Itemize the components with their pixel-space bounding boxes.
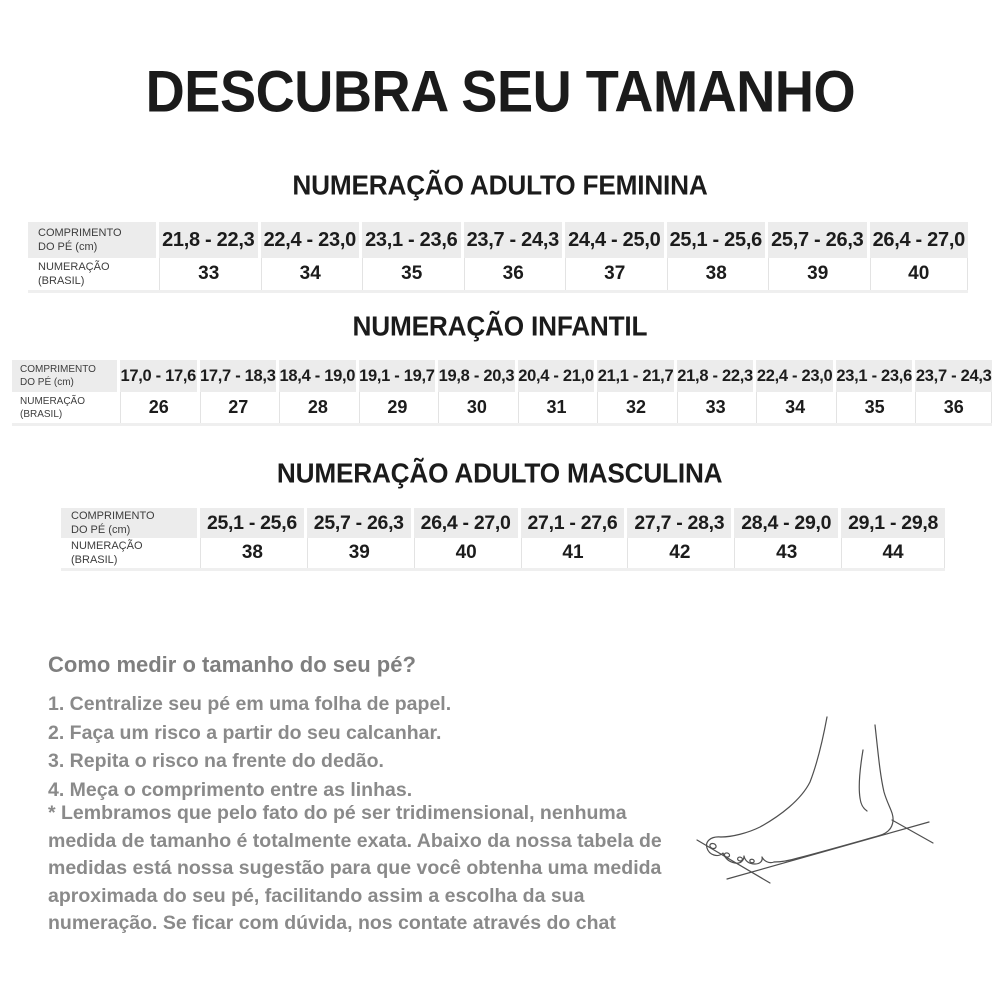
foot-length-range-cell: 17,0 - 17,6 xyxy=(120,360,197,392)
measure-step: 1. Centralize seu pé em uma folha de pap… xyxy=(48,693,452,715)
foot-length-range-cell: 21,8 - 22,3 xyxy=(676,360,754,392)
measure-step: 4. Meça o comprimento entre as linhas. xyxy=(48,778,413,801)
brazil-size-cell: 33 xyxy=(676,392,754,423)
size-label-cell: NUMERAÇÃO (BRASIL) xyxy=(20,395,86,420)
table-title-adulto-masculina: NUMERAÇÃO ADULTO MASCULINA xyxy=(277,458,723,489)
foot-length-range-cell: 25,7 - 26,3 xyxy=(768,222,867,258)
brazil-size-cell: 36 xyxy=(915,392,992,423)
brazil-size-cell: 42 xyxy=(627,538,732,568)
size-table-infantil: COMPRIMENTO DO PÉ (cm) 17,0 - 17,6 17,7 - … xyxy=(12,360,992,426)
section-title-row: NUMERAÇÃO INFANTIL xyxy=(0,311,1000,342)
foot-length-range-cell: 25,1 - 25,6 xyxy=(666,222,765,258)
foot-length-range-cell: 22,4 - 23,0 xyxy=(756,360,833,392)
brazil-size-cell: 41 xyxy=(520,538,625,568)
foot-length-range-cell: 26,4 - 27,0 xyxy=(869,222,968,258)
foot-length-range-cell: 25,1 - 25,6 xyxy=(200,508,304,538)
foot-length-range-cell: 22,4 - 23,0 xyxy=(260,222,359,258)
section-title-row: NUMERAÇÃO ADULTO FEMININA xyxy=(0,170,1000,201)
foot-length-range-cell: 27,1 - 27,6 xyxy=(520,508,625,538)
brazil-size-cell: 37 xyxy=(565,258,664,290)
brazil-size-cell: 35 xyxy=(362,258,461,290)
size-table-adulto-masculina: COMPRIMENTO DO PÉ (cm) 25,1 - 25,6 25,7 - … xyxy=(61,508,945,571)
brazil-size-cell: 33 xyxy=(159,258,258,290)
foot-measure-illustration xyxy=(696,716,934,884)
foot-length-range-cell: 23,7 - 24,3 xyxy=(915,360,992,392)
page-title: DESCUBRA SEU TAMANHO xyxy=(145,59,855,125)
measure-guide-steps: 1. Centralize seu pé em uma folha de pap… xyxy=(48,690,451,804)
foot-length-range-cell: 21,1 - 21,7 xyxy=(597,360,674,392)
brazil-size-cell: 39 xyxy=(768,258,867,290)
foot-length-range-cell: 28,4 - 29,0 xyxy=(734,508,839,538)
brazil-size-cell: 32 xyxy=(597,392,674,423)
foot-length-range-cell: 23,7 - 24,3 xyxy=(463,222,562,258)
size-label-cell: NUMERAÇÃO (BRASIL) xyxy=(71,539,143,566)
foot-length-range-cell: 21,8 - 22,3 xyxy=(159,222,258,258)
brazil-size-cell: 34 xyxy=(756,392,833,423)
measure-step: 2. Faça um risco a partir do seu calcanh… xyxy=(48,721,442,744)
section-title-row: NUMERAÇÃO ADULTO MASCULINA xyxy=(0,458,1000,489)
measure-step: 3. Repita o risco na frente do dedão. xyxy=(48,750,384,772)
measure-guide-heading: Como medir o tamanho do seu pé? xyxy=(48,652,416,677)
brazil-size-cell: 43 xyxy=(734,538,839,568)
foot-length-range-cell: 17,7 - 18,3 xyxy=(199,360,277,392)
foot-length-range-cell: 19,8 - 20,3 xyxy=(438,360,515,392)
foot-length-range-cell: 20,4 - 21,0 xyxy=(517,360,595,392)
brazil-size-cell: 35 xyxy=(835,392,913,423)
foot-length-label-cell: COMPRIMENTO DO PÉ (cm) xyxy=(61,508,197,538)
foot-length-range-cell: 18,4 - 19,0 xyxy=(279,360,356,392)
brazil-size-cell: 34 xyxy=(260,258,359,290)
brazil-size-cell: 39 xyxy=(306,538,411,568)
foot-length-range-cell: 24,4 - 25,0 xyxy=(565,222,664,258)
brazil-size-cell: 31 xyxy=(517,392,595,423)
brazil-size-cell: 30 xyxy=(438,392,515,423)
measure-guide-note: * Lembramos que pelo fato do pé ser trid… xyxy=(48,802,662,934)
foot-length-range-cell: 25,7 - 26,3 xyxy=(306,508,411,538)
foot-length-range-cell: 29,1 - 29,8 xyxy=(841,508,945,538)
brazil-size-cell: 36 xyxy=(463,258,562,290)
foot-length-range-cell: 19,1 - 19,7 xyxy=(358,360,436,392)
foot-length-range-cell: 23,1 - 23,6 xyxy=(362,222,461,258)
foot-length-range-cell: 27,7 - 28,3 xyxy=(627,508,732,538)
foot-length-label-cell: COMPRIMENTO DO PÉ (cm) xyxy=(12,360,117,392)
foot-length-range-cell: 26,4 - 27,0 xyxy=(413,508,518,538)
brazil-size-cell: 44 xyxy=(841,538,945,568)
brazil-size-cell: 29 xyxy=(358,392,436,423)
size-table-adulto-feminina: COMPRIMENTO DO PÉ (cm) 21,8 - 22,3 22,4 - … xyxy=(28,222,968,293)
brazil-size-cell: 26 xyxy=(120,392,197,423)
page-title-row: DESCUBRA SEU TAMANHO xyxy=(0,58,1000,125)
brazil-size-cell: 38 xyxy=(666,258,765,290)
brazil-size-cell: 40 xyxy=(413,538,518,568)
table-title-infantil: NUMERAÇÃO INFANTIL xyxy=(352,311,648,342)
size-label-cell: NUMERAÇÃO (BRASIL) xyxy=(38,260,110,287)
brazil-size-cell: 38 xyxy=(200,538,304,568)
foot-length-range-cell: 23,1 - 23,6 xyxy=(835,360,913,392)
table-title-adulto-feminina: NUMERAÇÃO ADULTO FEMININA xyxy=(292,170,708,201)
brazil-size-cell: 27 xyxy=(199,392,277,423)
brazil-size-cell: 28 xyxy=(279,392,356,423)
foot-length-label-cell: COMPRIMENTO DO PÉ (cm) xyxy=(28,222,156,258)
brazil-size-cell: 40 xyxy=(869,258,968,290)
